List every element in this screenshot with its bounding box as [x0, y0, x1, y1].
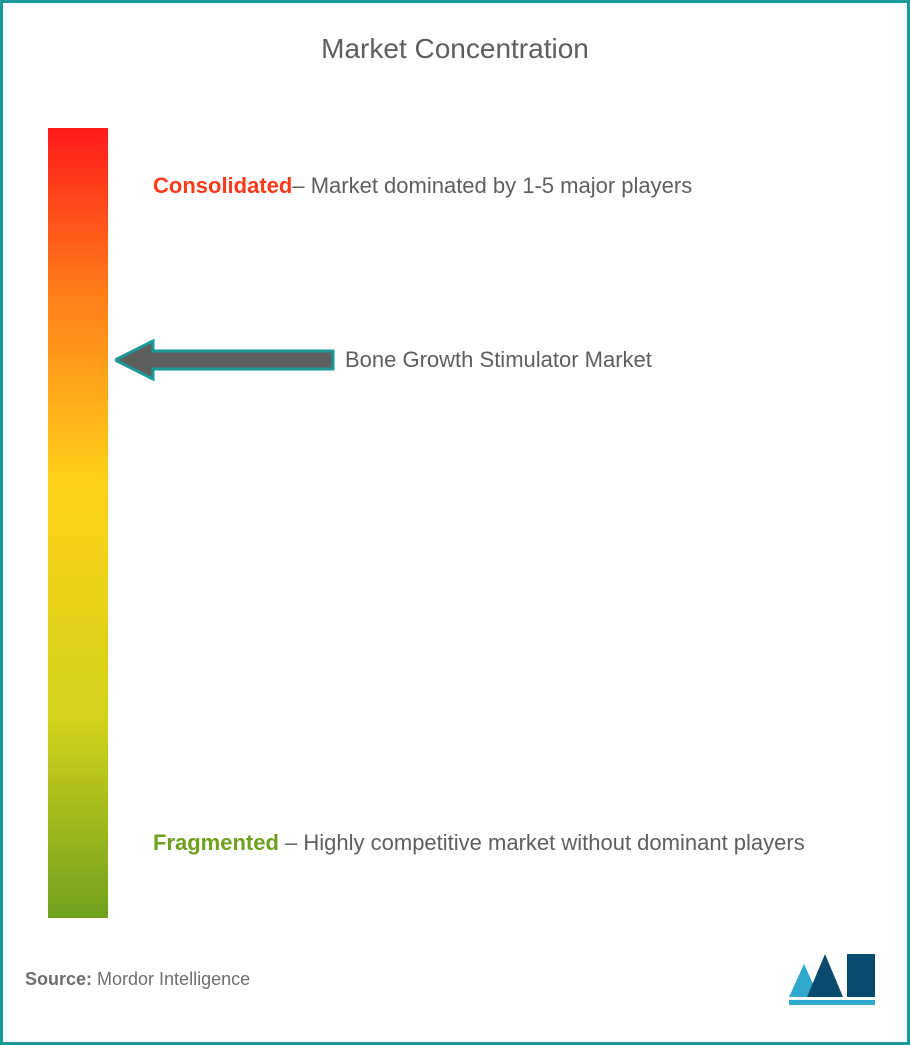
market-name-label: Bone Growth Stimulator Market — [345, 347, 652, 373]
fragmented-description: Fragmented – Highly competitive market w… — [153, 815, 805, 870]
indicator-arrow — [115, 339, 335, 386]
source-attribution: Source: Mordor Intelligence — [25, 969, 250, 990]
source-label: Source: — [25, 969, 97, 989]
arrow-shape — [115, 341, 333, 379]
logo-shape-3 — [847, 954, 875, 997]
consolidated-desc-text: – Market dominated by 1-5 major players — [292, 173, 692, 198]
concentration-gradient-bar — [48, 128, 108, 918]
logo-shape-2 — [807, 954, 843, 997]
consolidated-description: Consolidated– Market dominated by 1-5 ma… — [153, 158, 692, 213]
source-name: Mordor Intelligence — [97, 969, 250, 989]
fragmented-label: Fragmented — [153, 830, 279, 855]
fragmented-desc-text: – Highly competitive market without domi… — [279, 830, 805, 855]
logo-underline — [789, 1000, 875, 1005]
brand-logo — [789, 952, 879, 1012]
consolidated-label: Consolidated — [153, 173, 292, 198]
page-title: Market Concentration — [3, 3, 907, 65]
